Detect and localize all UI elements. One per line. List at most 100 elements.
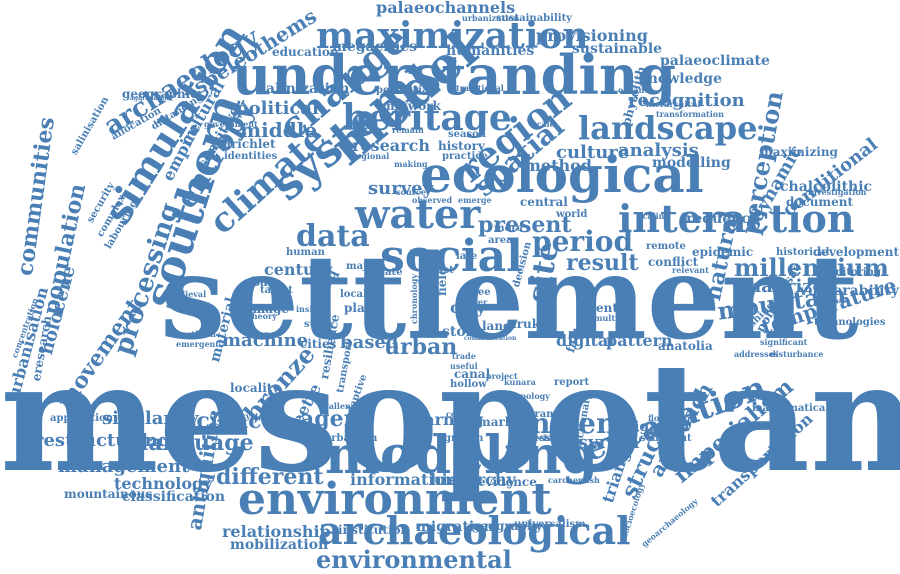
word-emerge: emerge	[458, 195, 492, 205]
word-major: major	[346, 261, 379, 272]
word-typology: typology	[512, 391, 550, 401]
word-ecosystem: ecosystem	[226, 411, 273, 421]
word-land: land	[482, 319, 512, 333]
word-local: local	[340, 289, 367, 300]
word-multiple: multiple	[594, 313, 632, 323]
word-network: network	[386, 99, 441, 113]
word-insight: insight	[296, 304, 328, 314]
word-challenge: challenge	[318, 401, 362, 411]
word-medieval: medieval	[166, 289, 207, 299]
word-data: data	[296, 219, 370, 254]
word-aggradation: aggradation	[130, 95, 171, 102]
word-traditional: traditional	[456, 83, 504, 93]
word-human: human	[286, 247, 325, 258]
word-northern: northern	[176, 329, 216, 339]
word-information: information	[350, 470, 457, 489]
word-theory: theory	[248, 311, 277, 321]
word-central: central	[520, 195, 568, 209]
word-application: application	[50, 413, 113, 424]
word-political: political	[236, 98, 319, 119]
word-report: report	[554, 377, 590, 388]
word-trade: trade	[452, 351, 476, 361]
word-maximizing: maximizing	[760, 145, 838, 159]
word-environmental: environmental	[316, 545, 512, 574]
word-significant: significant	[760, 337, 808, 347]
word-result: result	[566, 250, 639, 276]
word-source: source	[396, 187, 426, 197]
word-regional: regional	[352, 151, 390, 161]
word-survey: survey	[368, 178, 434, 199]
word-uruk: uruk	[508, 317, 541, 331]
word-area: area	[488, 235, 513, 246]
word-document: document	[786, 195, 854, 209]
word-ancient: ancient	[512, 407, 630, 440]
word-locality: locality	[230, 381, 280, 395]
word-hierarchy: hierarchy	[430, 470, 516, 489]
word-sediment: sediment	[640, 433, 692, 444]
word-culture: culture	[556, 142, 630, 163]
word-plain: plain	[344, 301, 379, 315]
word-landscape: landscape	[578, 109, 758, 147]
word-social: social	[380, 231, 523, 282]
word-ecological: ecological	[420, 145, 704, 204]
word-relationship: relationship	[222, 522, 331, 541]
word-heritage: heritage	[342, 97, 512, 139]
word-history: history	[438, 139, 485, 153]
word-hollow: hollow	[450, 379, 487, 390]
word-content: content	[446, 409, 481, 419]
word-tree: tree	[468, 287, 491, 298]
word-entity: entity	[596, 301, 635, 315]
word-analysis: analysis	[618, 140, 699, 161]
word-carchemish: carchemish	[548, 475, 600, 485]
word-season: season	[448, 129, 487, 140]
word-urbanism: urbanism	[324, 433, 378, 444]
word-river: river	[466, 297, 488, 307]
word-pattern: pattern	[606, 331, 673, 350]
word-salinization: salinization	[258, 81, 350, 97]
word-frequency: frequency	[680, 211, 759, 227]
word-provisioning: provisioning	[536, 26, 648, 45]
word-modelling: modelling	[652, 155, 731, 171]
word-century: century	[264, 260, 333, 279]
word-education: education	[272, 45, 339, 59]
word-observed: observed	[412, 195, 453, 205]
word-chronology: chronology	[409, 273, 419, 324]
word-identities: identities	[224, 151, 278, 162]
word-market: market	[478, 415, 527, 429]
word-maximization: maximization	[316, 15, 589, 57]
word-knowledge: knowledge	[638, 71, 722, 87]
word-mobilization: mobilization	[230, 537, 329, 553]
word-restructuring: restructuring	[34, 430, 171, 451]
word-addresses: addresses	[734, 349, 779, 359]
word-practice: practice	[442, 151, 488, 162]
word-modeling: modeling	[325, 425, 598, 486]
word-mesopotamia: mesopotamia	[0, 330, 900, 506]
word-geography: geography	[472, 519, 543, 533]
word-useful: useful	[450, 361, 478, 371]
word-agent: agent	[300, 406, 370, 432]
word-science: science	[184, 408, 276, 434]
word-clay: clay	[450, 298, 486, 317]
word-settlement: settlement	[160, 230, 859, 366]
word-study: study	[304, 319, 335, 330]
word-institution: institution	[338, 523, 410, 537]
word-pedestrian: pedestrian	[376, 85, 436, 96]
word-development: development	[812, 245, 899, 259]
word-mountainous: mountainous	[64, 487, 153, 501]
word-urban: urban	[384, 334, 458, 360]
word-palaeoclimate: palaeoclimate	[660, 53, 770, 69]
word-cities: cities	[300, 337, 337, 351]
word-chalcolithic: chalcolithic	[780, 179, 873, 195]
word-shahrizor: shahrizor	[738, 276, 835, 297]
word-migration: migration	[416, 519, 494, 535]
word-based: based	[340, 332, 399, 353]
word-recognition: recognition	[628, 90, 745, 111]
word-government: government	[204, 119, 258, 129]
word-palaeochannels: palaeochannels	[376, 0, 516, 17]
word-emergent: emergent	[176, 339, 220, 349]
word-vulnerability: vulnerability	[799, 283, 899, 299]
word-conflict: conflict	[648, 255, 699, 269]
word-scale: scale	[532, 119, 555, 129]
word-late: late	[456, 251, 478, 262]
